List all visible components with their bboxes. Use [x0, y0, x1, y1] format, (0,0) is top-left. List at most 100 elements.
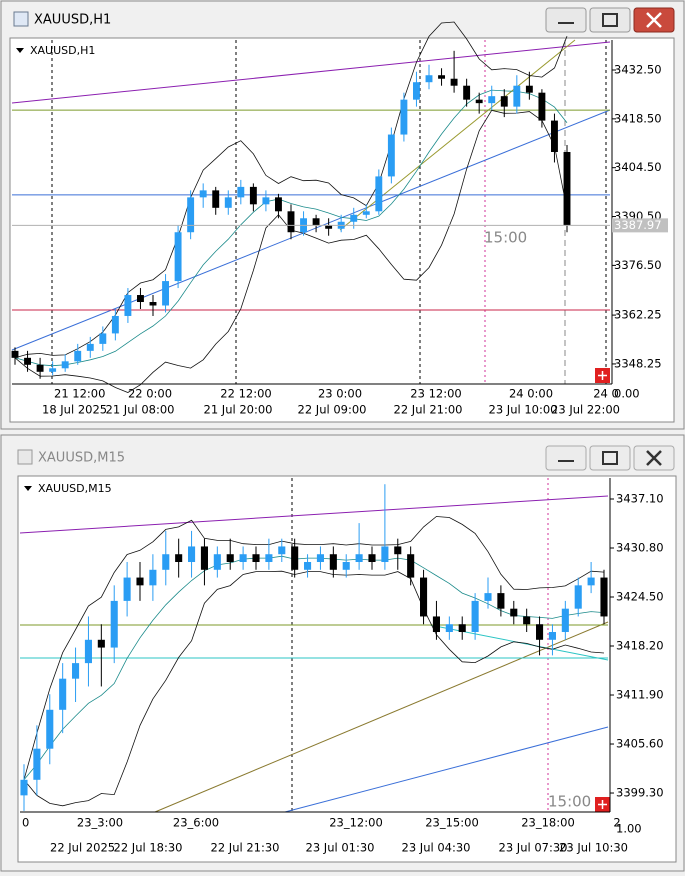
- x-tick-label: 21 Jul 20:00: [204, 403, 273, 417]
- sub-window-label: 1.00: [616, 822, 642, 836]
- candle-body: [74, 350, 82, 362]
- candle-body: [432, 616, 440, 633]
- candle-body: [136, 577, 144, 586]
- candle-body: [561, 608, 569, 633]
- x-tick-label: 22 Jul 18:30: [114, 841, 183, 855]
- candle-body: [162, 554, 170, 570]
- bollinger-band: [23, 555, 605, 781]
- candle-body: [110, 600, 118, 648]
- candle-body: [497, 593, 505, 609]
- x-tick-label: 22 12:00: [220, 387, 271, 401]
- menu-arrow: [24, 486, 32, 491]
- candle-body: [381, 546, 389, 563]
- candle-body: [600, 577, 608, 617]
- candle-body: [46, 709, 54, 749]
- x-tick-label: 22 0:00: [128, 387, 172, 401]
- maximize-button[interactable]: [589, 7, 631, 33]
- x-tick-label: 23 Jul 04:30: [402, 841, 471, 855]
- candle-body: [278, 546, 286, 555]
- candle-body: [574, 585, 582, 609]
- candle-body: [548, 632, 556, 640]
- candle-body: [291, 546, 299, 570]
- candle-body: [200, 546, 208, 570]
- candle-body: [458, 624, 466, 633]
- candle-body: [188, 546, 196, 563]
- bollinger-band: [14, 21, 568, 359]
- x-tick-label: 24 0:00: [509, 387, 553, 401]
- chart-label: XAUUSD,M15: [38, 482, 112, 495]
- candle-body: [471, 600, 479, 633]
- candle-body: [563, 151, 571, 226]
- x-tick-label: 21 Jul 08:00: [106, 403, 175, 417]
- x-tick-label: 23_15:00: [425, 816, 479, 830]
- window-icon: [13, 11, 29, 27]
- candle-body: [587, 577, 595, 586]
- candle-body: [316, 554, 324, 563]
- candle-body: [394, 546, 402, 555]
- candle-body: [149, 569, 157, 586]
- trend-line: [284, 726, 609, 813]
- candle-body: [97, 639, 105, 648]
- y-tick-label: 3432.50: [614, 63, 662, 77]
- x-tick-label: 23_3:00: [77, 816, 123, 830]
- candle-body: [123, 577, 131, 601]
- candle-body: [362, 211, 370, 215]
- candle-body: [262, 197, 270, 205]
- candle-body: [11, 350, 19, 358]
- plus-icon: [598, 800, 607, 809]
- candle-body: [86, 343, 94, 351]
- y-tick-label: 3376.50: [614, 258, 662, 272]
- candle-body: [488, 96, 496, 104]
- y-tick-label: 3411.90: [616, 688, 664, 702]
- candle-body: [162, 281, 169, 306]
- candle-body: [342, 562, 350, 570]
- bollinger-band: [23, 516, 605, 780]
- candle-body: [175, 554, 183, 563]
- price-label: 3387.97: [614, 218, 662, 232]
- candle-body: [72, 663, 80, 679]
- x-tick-label: 22 Jul 2025: [50, 841, 115, 855]
- trend-line: [11, 41, 611, 104]
- y-tick-label: 3405.60: [616, 737, 664, 751]
- candle-body: [84, 639, 92, 664]
- chart-label: XAUUSD,H1: [30, 44, 95, 57]
- annotation: 15:00: [484, 229, 527, 247]
- candle-body: [375, 176, 383, 212]
- x-tick-label: 23_18:00: [521, 816, 575, 830]
- close-icon: [646, 450, 662, 466]
- candle-body: [111, 315, 119, 334]
- bollinger-band: [14, 89, 568, 367]
- candle-body: [536, 624, 544, 640]
- chart-area: [9, 37, 675, 423]
- bollinger-band: [23, 570, 605, 807]
- candle-body: [213, 554, 221, 570]
- candle-body: [212, 190, 220, 208]
- trend-line: [154, 621, 609, 813]
- candle-body: [20, 779, 28, 796]
- candle-body: [174, 232, 182, 282]
- maximize-button[interactable]: [589, 445, 631, 471]
- annotation: 15:00: [548, 793, 591, 811]
- window-title: XAUUSD,H1: [34, 13, 111, 28]
- candle-body: [450, 78, 458, 86]
- minimize-button[interactable]: [545, 445, 587, 471]
- candle-body: [500, 96, 508, 107]
- candle-body: [350, 214, 358, 222]
- candle-body: [226, 554, 234, 563]
- x-tick-label: 2: [613, 816, 620, 830]
- x-tick-label: 0: [22, 816, 29, 830]
- candle-body: [413, 82, 420, 100]
- x-tick-label: 23 Jul 07:30: [499, 841, 568, 855]
- trend-line: [19, 495, 609, 534]
- candle-body: [513, 85, 521, 107]
- maximize-icon: [602, 451, 618, 465]
- price-label-box: [612, 218, 668, 233]
- candle-body: [149, 302, 157, 306]
- candle-body: [252, 554, 260, 563]
- candle-body: [287, 211, 295, 233]
- candle-body: [400, 99, 408, 135]
- x-tick-label: 24 0: [593, 387, 619, 401]
- minimize-button[interactable]: [545, 7, 587, 33]
- candle-body: [265, 554, 273, 563]
- plus-icon: [598, 371, 607, 380]
